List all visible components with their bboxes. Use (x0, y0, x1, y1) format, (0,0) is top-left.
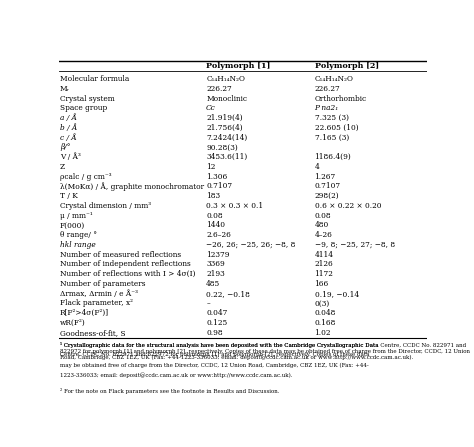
Text: P na2₁: P na2₁ (315, 105, 339, 113)
Text: 1.306: 1.306 (206, 173, 228, 181)
Text: Space group: Space group (60, 105, 107, 113)
Text: θ range/ °: θ range/ ° (60, 231, 97, 239)
Text: may be obtained free of charge from the Director, CCDC, 12 Union Road, Cambridge: may be obtained free of charge from the … (60, 363, 369, 367)
Text: Polymorph [1]: Polymorph [1] (206, 62, 271, 70)
Text: 1172: 1172 (315, 270, 333, 278)
Text: −26, 26; −25, 26; −8, 8: −26, 26; −25, 26; −8, 8 (206, 241, 296, 249)
Text: 0.98: 0.98 (206, 329, 223, 337)
Text: 0.3 × 0.3 × 0.1: 0.3 × 0.3 × 0.1 (206, 202, 264, 210)
Text: 0.047: 0.047 (206, 309, 228, 317)
Text: –: – (206, 299, 210, 308)
Text: Flack parameter, x²: Flack parameter, x² (60, 299, 133, 308)
Text: Δrmax, Δrmin / e Å⁻³: Δrmax, Δrmin / e Å⁻³ (60, 290, 138, 298)
Text: 7.325 (3): 7.325 (3) (315, 114, 348, 122)
Text: 0.7107: 0.7107 (315, 182, 341, 190)
Text: Number of independent reflections: Number of independent reflections (60, 261, 191, 269)
Text: 7.165 (3): 7.165 (3) (315, 134, 349, 142)
Text: 226.27: 226.27 (206, 85, 232, 93)
Text: c / Å: c / Å (60, 134, 77, 142)
Text: β/°: β/° (60, 143, 71, 152)
Text: 90.28(3): 90.28(3) (206, 143, 238, 152)
Text: 1.02: 1.02 (315, 329, 331, 337)
Text: 0.08: 0.08 (315, 212, 331, 219)
Text: 1440: 1440 (206, 221, 225, 229)
Text: b / Å: b / Å (60, 124, 77, 132)
Text: 22.605 (10): 22.605 (10) (315, 124, 358, 132)
Text: R[F²>4σ(F²)]: R[F²>4σ(F²)] (60, 309, 109, 317)
Text: Polymorph [2]: Polymorph [2] (315, 62, 379, 70)
Text: ¹ Crystallographic data for the structural analysis have been deposited with the: ¹ Crystallographic data for the structur… (60, 342, 379, 348)
Text: Number of measured reflections: Number of measured reflections (60, 251, 181, 259)
Text: Number of reflections with I > 4σ(I): Number of reflections with I > 4σ(I) (60, 270, 195, 278)
Text: a / Å: a / Å (60, 114, 77, 122)
Text: 298(2): 298(2) (315, 192, 339, 200)
Text: Crystal system: Crystal system (60, 95, 115, 103)
Text: F(000): F(000) (60, 221, 85, 229)
Text: μ / mm⁻¹: μ / mm⁻¹ (60, 212, 93, 219)
Text: 485: 485 (206, 280, 220, 288)
Text: 1186.4(9): 1186.4(9) (315, 153, 351, 161)
Text: 7.2424(14): 7.2424(14) (206, 134, 247, 142)
Text: 21.756(4): 21.756(4) (206, 124, 243, 132)
Text: 4: 4 (315, 163, 319, 171)
Text: 166: 166 (315, 280, 329, 288)
Text: Goodness-of-fit, S: Goodness-of-fit, S (60, 329, 126, 337)
Text: Mᵣ: Mᵣ (60, 85, 70, 93)
Text: T / K: T / K (60, 192, 78, 200)
Text: 3369: 3369 (206, 261, 225, 269)
Text: 1.267: 1.267 (315, 173, 336, 181)
Text: 226.27: 226.27 (315, 85, 340, 93)
Text: wR(F²): wR(F²) (60, 319, 86, 327)
Text: 2193: 2193 (206, 270, 225, 278)
Text: 1223-336033; email: deposit@ccdc.cam.ac.uk or www:http://www.ccdc.cam.ac.uk).: 1223-336033; email: deposit@ccdc.cam.ac.… (60, 373, 292, 378)
Text: 0.6 × 0.22 × 0.20: 0.6 × 0.22 × 0.20 (315, 202, 381, 210)
Text: Orthorhombic: Orthorhombic (315, 95, 367, 103)
Text: 12: 12 (206, 163, 216, 171)
Text: 0.168: 0.168 (315, 319, 336, 327)
Text: 183: 183 (206, 192, 220, 200)
Text: 12379: 12379 (206, 251, 230, 259)
Text: Number of parameters: Number of parameters (60, 280, 146, 288)
Text: λ(MoKα) / Å, graphite monochromator: λ(MoKα) / Å, graphite monochromator (60, 182, 204, 191)
Text: Centre, CCDC No. 822971 and 822972 for polymorph [1] and polymorph [2], respecti: Centre, CCDC No. 822971 and 822972 for p… (60, 352, 370, 357)
Text: C₁₄H₁₄N₂O: C₁₄H₁₄N₂O (315, 75, 354, 83)
Text: Molecular formula: Molecular formula (60, 75, 129, 83)
Text: 4114: 4114 (315, 251, 334, 259)
Text: 0.08: 0.08 (206, 212, 223, 219)
Text: hkl range: hkl range (60, 241, 96, 249)
Text: 21.919(4): 21.919(4) (206, 114, 243, 122)
Text: Monoclinic: Monoclinic (206, 95, 247, 103)
Text: 0.048: 0.048 (315, 309, 336, 317)
Text: 3453.6(11): 3453.6(11) (206, 153, 247, 161)
Text: ¹ Crystallographic data for the structural analysis have been deposited with the: ¹ Crystallographic data for the structur… (60, 342, 470, 360)
Text: Crystal dimension / mm³: Crystal dimension / mm³ (60, 202, 151, 210)
Text: 4–26: 4–26 (315, 231, 332, 239)
Text: 0.7107: 0.7107 (206, 182, 232, 190)
Text: ρcalc / g cm⁻³: ρcalc / g cm⁻³ (60, 173, 111, 181)
Text: 0.19, −0.14: 0.19, −0.14 (315, 290, 359, 298)
Text: Cc: Cc (206, 105, 216, 113)
Text: Z: Z (60, 163, 65, 171)
Text: 2.6–26: 2.6–26 (206, 231, 231, 239)
Text: C₁₄H₁₄N₂O: C₁₄H₁₄N₂O (206, 75, 245, 83)
Text: −9, 8; −25, 27; −8, 8: −9, 8; −25, 27; −8, 8 (315, 241, 395, 249)
Text: 0.22, −0.18: 0.22, −0.18 (206, 290, 250, 298)
Text: 480: 480 (315, 221, 329, 229)
Text: ² For the note on Flack parameters see the footnote in Results and Discussion.: ² For the note on Flack parameters see t… (60, 388, 280, 394)
Text: 0(3): 0(3) (315, 299, 330, 308)
Text: V / Å³: V / Å³ (60, 153, 81, 161)
Text: 0.125: 0.125 (206, 319, 228, 327)
Text: 2126: 2126 (315, 261, 333, 269)
